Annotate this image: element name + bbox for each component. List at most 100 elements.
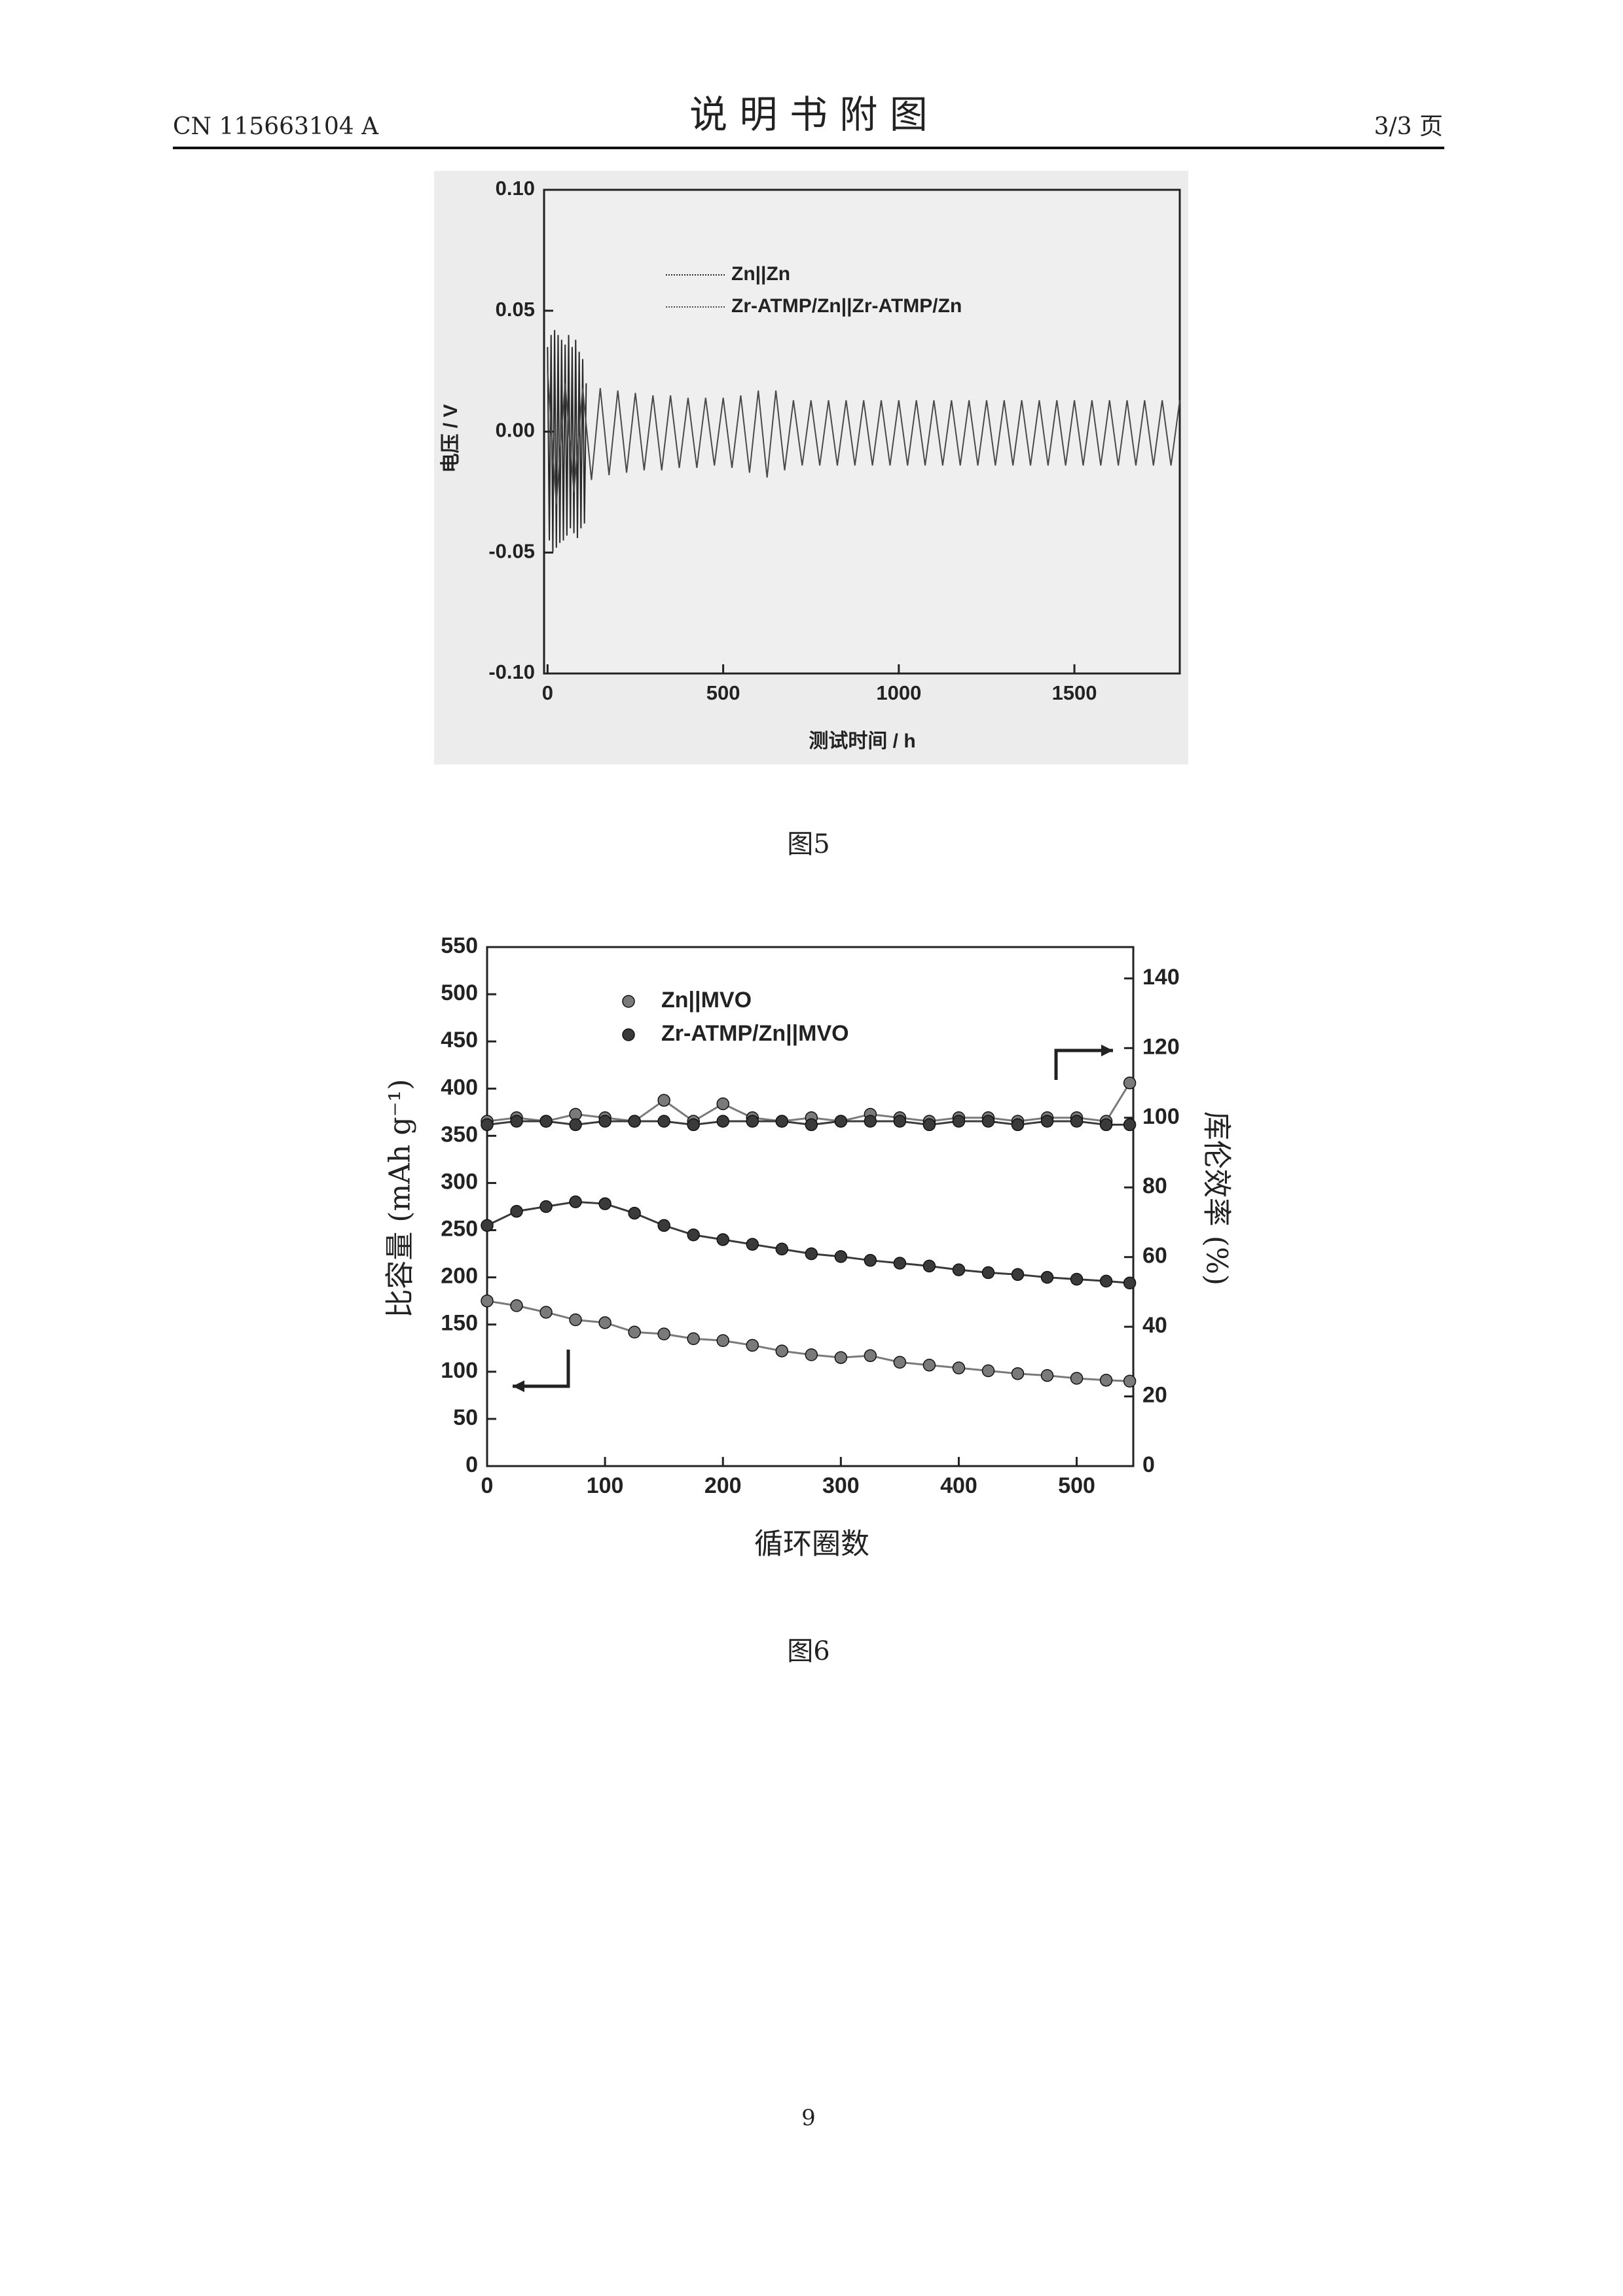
- x-tick-label: 400: [940, 1473, 977, 1498]
- data-point: [952, 1115, 966, 1128]
- series-line: [486, 1300, 1130, 1382]
- data-point: [805, 1118, 818, 1132]
- data-point: [952, 1361, 966, 1374]
- data-point: [775, 1344, 789, 1357]
- data-point: [981, 1266, 995, 1280]
- data-point: [628, 1325, 641, 1339]
- series-line: [486, 1200, 1130, 1284]
- y2-tick-label: 80: [1142, 1174, 1167, 1198]
- data-point: [746, 1115, 759, 1128]
- page-number: 9: [801, 2105, 816, 2131]
- x-tick-label: 0: [481, 1473, 494, 1498]
- data-point: [687, 1229, 700, 1242]
- data-point: [716, 1115, 729, 1128]
- data-point: [922, 1259, 936, 1273]
- y2-tick-label: 60: [1142, 1244, 1167, 1268]
- data-point: [1123, 1374, 1137, 1388]
- data-point: [569, 1195, 582, 1209]
- data-point: [1099, 1374, 1113, 1387]
- page-title: 说 明 书 附 图: [689, 92, 928, 137]
- data-point: [775, 1115, 789, 1128]
- y-tick-label: -0.10: [488, 660, 535, 683]
- x-tick-label: 100: [587, 1473, 624, 1498]
- legend-label: Zn||Zn: [731, 263, 790, 285]
- legend-marker: [622, 1028, 635, 1041]
- data-point: [1070, 1115, 1084, 1128]
- data-point: [864, 1115, 877, 1128]
- data-point: [775, 1242, 789, 1256]
- x-tick-label: 500: [706, 681, 740, 704]
- data-point: [893, 1115, 907, 1128]
- series-line: [547, 371, 1180, 505]
- data-point: [1040, 1115, 1054, 1128]
- data-point: [657, 1327, 670, 1340]
- x-tick-label: 1500: [1052, 681, 1097, 704]
- y2-tick-label: 0: [1142, 1452, 1155, 1477]
- data-point: [834, 1250, 848, 1263]
- data-point: [1123, 1118, 1137, 1132]
- data-point: [1070, 1272, 1084, 1286]
- y-tick-label: 0: [465, 1452, 478, 1477]
- data-point: [657, 1115, 670, 1128]
- caption: 图6: [787, 1636, 830, 1666]
- data-point: [1099, 1274, 1113, 1288]
- data-point: [1011, 1367, 1025, 1380]
- x-tick-label: 0: [542, 681, 553, 704]
- plot-frame: [543, 188, 1181, 675]
- data-point: [834, 1115, 848, 1128]
- data-point: [1123, 1276, 1137, 1290]
- data-point: [539, 1306, 553, 1319]
- data-point: [510, 1204, 523, 1218]
- axis-arrow: [1054, 1049, 1113, 1080]
- data-point: [922, 1118, 936, 1132]
- plot-frame: [486, 946, 1135, 1467]
- data-point: [687, 1118, 700, 1132]
- y-tick-label: 250: [441, 1217, 478, 1242]
- data-point: [569, 1118, 582, 1132]
- data-point: [481, 1219, 494, 1232]
- data-point: [598, 1115, 611, 1128]
- data-point: [598, 1197, 611, 1210]
- y-tick-label: -0.05: [488, 539, 535, 562]
- y-tick-label: 100: [441, 1358, 478, 1383]
- data-point: [864, 1349, 877, 1363]
- y-tick-label: 400: [441, 1075, 478, 1100]
- data-point: [981, 1364, 995, 1378]
- data-point: [481, 1118, 494, 1132]
- legend-label: Zr-ATMP/Zn||MVO: [661, 1021, 849, 1046]
- y2-tick-label: 100: [1142, 1104, 1180, 1129]
- y-tick-label: 500: [441, 980, 478, 1005]
- y2-tick-label: 40: [1142, 1313, 1167, 1338]
- data-point: [716, 1233, 729, 1246]
- y-tick-label: 0.05: [496, 298, 535, 321]
- data-point: [628, 1206, 641, 1220]
- y-tick-label: 0.10: [496, 177, 535, 200]
- x-tick-label: 1000: [876, 681, 921, 704]
- data-point: [981, 1115, 995, 1128]
- y-tick-label: 0.00: [496, 419, 535, 442]
- axis-arrow: [513, 1350, 570, 1388]
- data-point: [1099, 1118, 1113, 1132]
- axis-arrow-head: [513, 1380, 524, 1392]
- x-axis-label: 循环圈数: [754, 1528, 869, 1561]
- series-line: [547, 330, 587, 553]
- x-tick-label: 200: [704, 1473, 742, 1498]
- data-point: [716, 1334, 729, 1347]
- y2-tick-label: 120: [1142, 1034, 1180, 1059]
- data-point: [510, 1115, 523, 1128]
- data-point: [864, 1253, 877, 1267]
- data-point: [805, 1348, 818, 1361]
- data-point: [1040, 1369, 1054, 1382]
- y-tick-label: 550: [441, 933, 478, 958]
- data-point: [628, 1115, 641, 1128]
- page-index: 3/3 页: [1374, 113, 1443, 140]
- data-point: [893, 1355, 907, 1369]
- y-tick-label: 350: [441, 1122, 478, 1147]
- y2-tick-label: 20: [1142, 1383, 1167, 1408]
- y2-axis-label: 库伦效率 (%): [1200, 1111, 1233, 1285]
- data-point: [805, 1247, 818, 1261]
- data-point: [481, 1294, 494, 1308]
- data-point: [569, 1313, 582, 1327]
